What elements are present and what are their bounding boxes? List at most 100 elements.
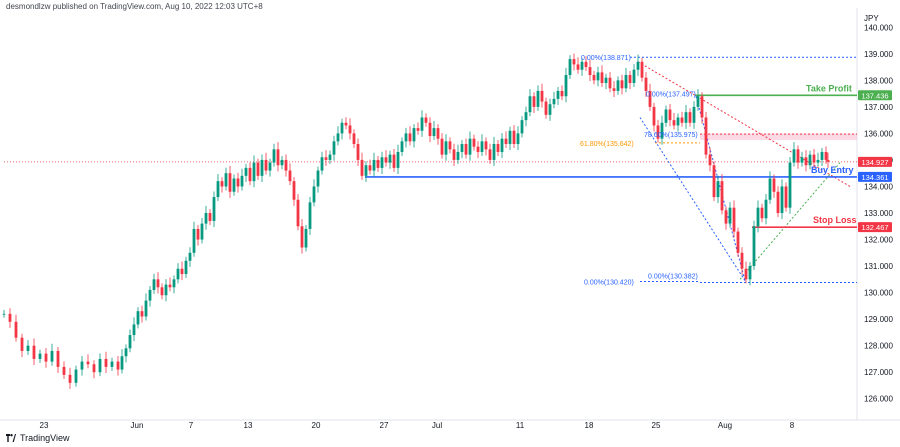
candle: [556, 86, 560, 106]
fib-label-low-b: 0.00%(130.382): [648, 273, 698, 280]
candle-body: [312, 186, 316, 203]
candle: [424, 113, 428, 127]
candle: [752, 220, 756, 271]
candle: [584, 56, 588, 72]
candle-body: [700, 96, 704, 118]
candle: [272, 143, 276, 167]
candle: [344, 117, 348, 130]
candle: [224, 167, 228, 191]
candle-body: [300, 226, 304, 248]
candle-body: [668, 109, 672, 121]
candle: [368, 159, 372, 175]
candle: [604, 73, 608, 90]
candle-body: [80, 361, 84, 370]
candle: [826, 152, 830, 168]
candle: [672, 112, 676, 130]
candle-body: [172, 279, 176, 288]
candle-body: [720, 181, 724, 211]
y-tick-label: 132.000: [864, 236, 893, 245]
candle-body: [184, 260, 188, 275]
candle: [692, 101, 696, 129]
candle: [176, 263, 180, 284]
x-tick-label: 23: [40, 421, 49, 430]
candle-body: [176, 268, 180, 280]
candle-body: [228, 173, 232, 192]
candle-body: [516, 133, 520, 145]
candle-body: [556, 90, 560, 99]
candle-body: [120, 356, 124, 370]
candle-body: [748, 266, 752, 280]
candle-body: [452, 149, 456, 160]
candle: [240, 168, 244, 191]
candle-body: [124, 348, 128, 357]
candle-body: [780, 186, 784, 213]
candle-body: [540, 90, 544, 102]
candle: [656, 119, 660, 143]
candlestick-series: [2, 53, 830, 389]
candle: [98, 353, 102, 377]
y-tick-label: 128.000: [864, 342, 893, 351]
candle-body: [772, 178, 776, 192]
candle-body: [728, 207, 732, 224]
uptrend-line: [739, 162, 841, 280]
chart-annotations: 0.00%(138.871) 0.00%(137.497) 78.60%(135.9…: [580, 55, 857, 286]
candle: [496, 140, 500, 156]
candle-body: [352, 133, 356, 145]
candle-body: [736, 231, 740, 253]
candle: [284, 154, 288, 177]
price-badge-bg: [858, 222, 892, 233]
candle-body: [764, 199, 768, 219]
candle-body: [160, 287, 164, 296]
level-name-label: Stop Loss: [813, 215, 857, 225]
x-tick-label: 27: [380, 421, 389, 430]
candle: [480, 134, 484, 156]
candle: [388, 150, 392, 169]
candle: [38, 349, 42, 363]
candle: [128, 329, 132, 353]
candle: [92, 360, 96, 379]
candle-body: [620, 80, 624, 89]
brand-footer[interactable]: TradingView: [6, 433, 70, 443]
y-tick-label: 129.000: [864, 315, 893, 324]
candle-body: [256, 162, 260, 176]
candle-body: [576, 64, 580, 70]
candle-body: [208, 213, 212, 221]
candle-body: [68, 374, 72, 383]
price-badge-text: 134.361: [861, 173, 888, 182]
candle-body: [656, 125, 660, 139]
candle-body: [348, 125, 352, 134]
candle: [464, 138, 468, 159]
candle: [252, 155, 256, 188]
candle-body: [260, 159, 264, 176]
candle: [812, 149, 816, 169]
level-price-badge: 137.436: [858, 90, 892, 101]
candle-body: [332, 141, 336, 155]
candle: [316, 166, 320, 193]
candle: [364, 161, 368, 182]
level-name-label: Buy Entry: [811, 165, 854, 175]
candle: [140, 305, 144, 323]
fib-label-786: 78.60%(135.975): [644, 132, 698, 139]
candle-body: [104, 358, 108, 367]
candle: [136, 307, 140, 329]
candle: [820, 147, 824, 167]
candle-body: [244, 167, 248, 176]
candle-body: [708, 154, 712, 166]
candle-body: [744, 268, 748, 280]
candle: [74, 365, 78, 387]
candle: [408, 126, 412, 146]
y-tick-label: 139.000: [864, 50, 893, 59]
candle-body: [356, 144, 360, 160]
candle-body: [824, 151, 828, 160]
candle: [412, 124, 416, 148]
y-tick-label: 134.000: [864, 182, 893, 191]
candle-body: [596, 72, 600, 81]
fib-label-low-a: 0.00%(130.420): [584, 279, 634, 286]
candle-body: [732, 207, 736, 232]
downtrend-line: [637, 61, 851, 187]
candle-body: [600, 72, 604, 83]
x-tick-label: Jun: [131, 421, 144, 430]
candle: [268, 158, 272, 177]
candle-body: [224, 173, 228, 187]
